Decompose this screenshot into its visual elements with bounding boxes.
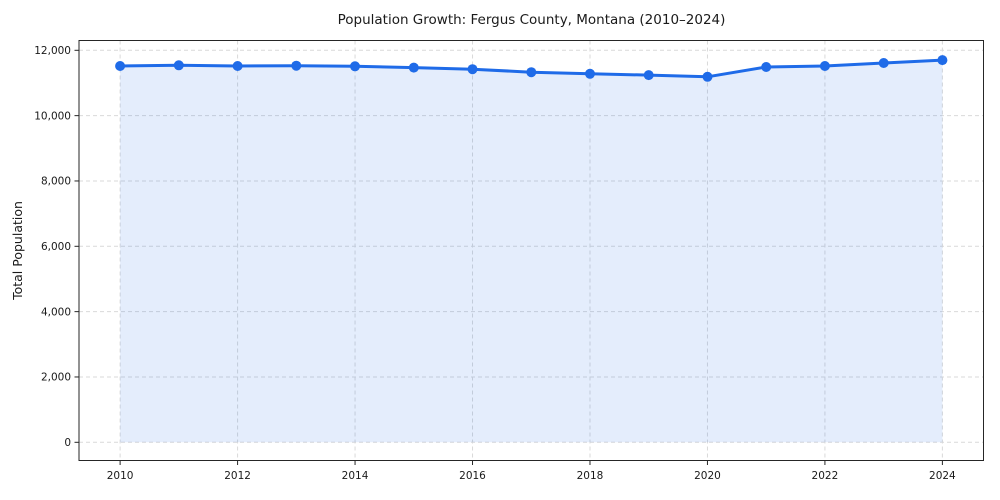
x-tick-label: 2016 (459, 470, 486, 482)
y-tick-label: 12,000 (34, 45, 71, 57)
x-tick-label: 2018 (577, 470, 604, 482)
data-point (585, 68, 595, 79)
y-tick-label: 8,000 (41, 176, 71, 188)
data-point (291, 60, 302, 71)
x-tick-label: 2024 (929, 470, 956, 482)
x-tick-label: 2014 (342, 470, 369, 482)
data-point (232, 61, 243, 71)
x-tick-label: 2010 (107, 470, 134, 482)
data-point (819, 61, 830, 71)
x-tick-label: 2022 (812, 470, 839, 482)
area-fill (120, 60, 943, 443)
chart-title: Population Growth: Fergus County, Montan… (337, 12, 726, 28)
x-tick-label: 2012 (224, 470, 251, 482)
data-point (937, 55, 948, 66)
y-tick-label: 6,000 (41, 241, 71, 253)
data-point (408, 62, 419, 73)
data-point (526, 67, 537, 78)
data-point (350, 61, 360, 72)
data-point (643, 70, 654, 81)
data-point (173, 60, 184, 71)
data-point (878, 58, 889, 68)
x-tick-label: 2020 (694, 470, 721, 482)
y-tick-label: 10,000 (34, 110, 71, 122)
data-point (467, 64, 478, 75)
plot-frame (78, 40, 984, 461)
y-tick-label: 2,000 (41, 372, 71, 384)
data-point (761, 62, 772, 72)
data-point (115, 61, 126, 71)
data-point (702, 71, 713, 82)
y-tick-label: 0 (64, 437, 71, 449)
y-tick-label: 4,000 (41, 306, 71, 318)
